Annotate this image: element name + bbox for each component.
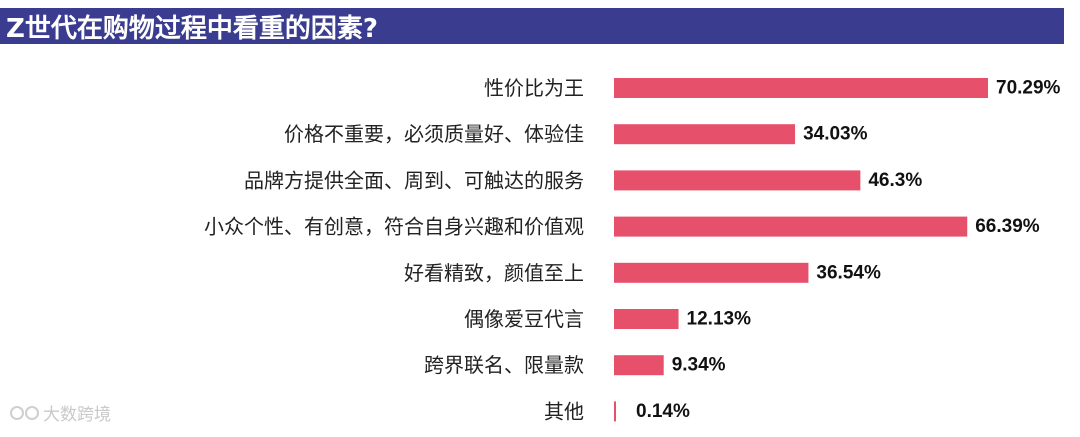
value-label: 9.34% (672, 355, 726, 376)
value-label: 0.14% (636, 401, 690, 422)
bar (614, 309, 679, 329)
bar (614, 401, 616, 422)
category-label: 偶像爱豆代言 (464, 307, 584, 331)
category-label: 小众个性、有创意，符合自身兴趣和价值观 (204, 215, 584, 239)
watermark-text: 大数跨境 (43, 405, 111, 425)
watermark-logo-icon (10, 405, 39, 420)
bar (614, 262, 809, 283)
bar (614, 78, 988, 98)
value-label: 34.03% (803, 124, 868, 145)
value-label: 36.54% (816, 262, 881, 283)
category-label: 跨界联名、限量款 (424, 353, 584, 377)
value-label: 66.39% (975, 216, 1040, 237)
bar (614, 355, 664, 376)
category-label: 好看精致，颜值至上 (404, 261, 584, 285)
category-label: 价格不重要，必须质量好、体验佳 (284, 122, 584, 146)
value-label: 70.29% (996, 78, 1061, 99)
chart-title: Z世代在购物过程中看重的因素? (0, 8, 1064, 44)
bar (614, 124, 796, 145)
value-label: 46.3% (868, 170, 922, 191)
category-label: 品牌方提供全面、周到、可触达的服务 (244, 168, 584, 192)
bar (614, 216, 968, 237)
category-label: 其他 (544, 399, 584, 423)
watermark: 大数跨境 (10, 400, 111, 425)
category-label: 性价比为王 (484, 76, 584, 100)
bar (614, 170, 861, 191)
value-label: 12.13% (687, 309, 752, 330)
